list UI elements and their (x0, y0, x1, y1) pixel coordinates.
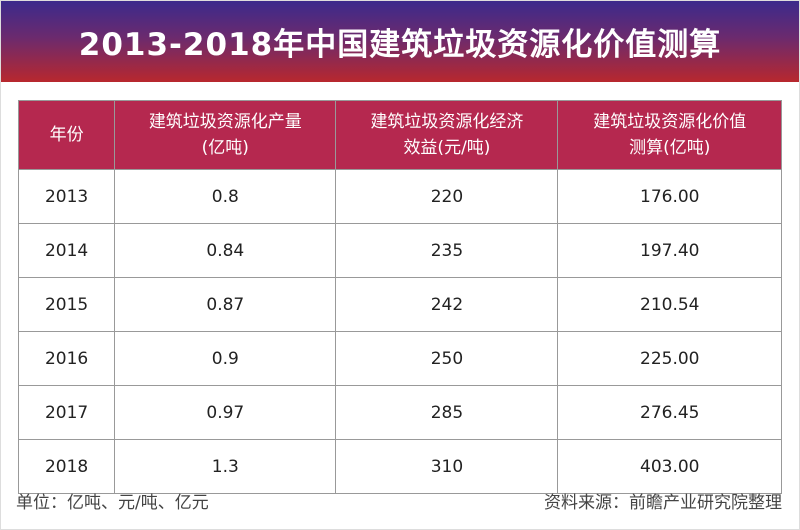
cell-year: 2013 (17, 169, 116, 224)
header-text: 年份 (49, 125, 84, 145)
unit-note: 单位：亿吨、元/吨、亿元 (16, 493, 209, 513)
page-title: 2013-2018年中国建筑垃圾资源化价值测算 (78, 27, 722, 63)
table-header-row: 年份 建筑垃圾资源化产量 (亿吨) 建筑垃圾资源化经济 效益(元/吨) 建筑垃圾资源… (17, 100, 782, 170)
cell-value: 210.54 (557, 277, 782, 332)
header-text: 建筑垃圾资源化价值 (593, 112, 747, 132)
cell-benefit: 285 (335, 385, 559, 440)
cell-year: 2014 (17, 223, 116, 278)
title-banner: 2013-2018年中国建筑垃圾资源化价值测算 (1, 1, 799, 82)
table-row: 2016 0.9 250 225.00 (17, 331, 782, 386)
cell-benefit: 235 (335, 223, 559, 278)
header-value: 建筑垃圾资源化价值 测算(亿吨) (557, 100, 782, 170)
cell-year: 2016 (17, 331, 116, 386)
table-row: 2014 0.84 235 197.40 (17, 223, 782, 278)
data-table: 年份 建筑垃圾资源化产量 (亿吨) 建筑垃圾资源化经济 效益(元/吨) 建筑垃圾资源… (17, 100, 782, 494)
cell-output: 0.84 (114, 223, 337, 278)
table-row: 2017 0.97 285 276.45 (17, 385, 782, 440)
cell-output: 0.9 (114, 331, 337, 386)
source-note: 资料来源：前瞻产业研究院整理 (544, 493, 782, 513)
header-text: 建筑垃圾资源化经济 (370, 112, 524, 132)
cell-benefit: 310 (335, 439, 559, 494)
header-text: 建筑垃圾资源化产量 (148, 112, 302, 132)
cell-benefit: 220 (335, 169, 559, 224)
header-text: 效益(元/吨) (403, 138, 491, 158)
cell-value: 276.45 (557, 385, 782, 440)
cell-year: 2015 (17, 277, 116, 332)
cell-output: 0.87 (114, 277, 337, 332)
cell-output: 1.3 (114, 439, 337, 494)
cell-output: 0.8 (114, 169, 337, 224)
header-benefit: 建筑垃圾资源化经济 效益(元/吨) (335, 100, 559, 170)
cell-output: 0.97 (114, 385, 337, 440)
cell-benefit: 250 (335, 331, 559, 386)
cell-value: 176.00 (557, 169, 782, 224)
cell-value: 197.40 (557, 223, 782, 278)
header-year: 年份 (17, 100, 116, 170)
cell-year: 2017 (17, 385, 116, 440)
table-row: 2018 1.3 310 403.00 (17, 439, 782, 494)
header-text: (亿吨) (201, 138, 249, 158)
table-row: 2015 0.87 242 210.54 (17, 277, 782, 332)
cell-benefit: 242 (335, 277, 559, 332)
cell-year: 2018 (17, 439, 116, 494)
table-row: 2013 0.8 220 176.00 (17, 169, 782, 224)
cell-value: 403.00 (557, 439, 782, 494)
header-output: 建筑垃圾资源化产量 (亿吨) (114, 100, 337, 170)
header-text: 测算(亿吨) (629, 138, 711, 158)
cell-value: 225.00 (557, 331, 782, 386)
